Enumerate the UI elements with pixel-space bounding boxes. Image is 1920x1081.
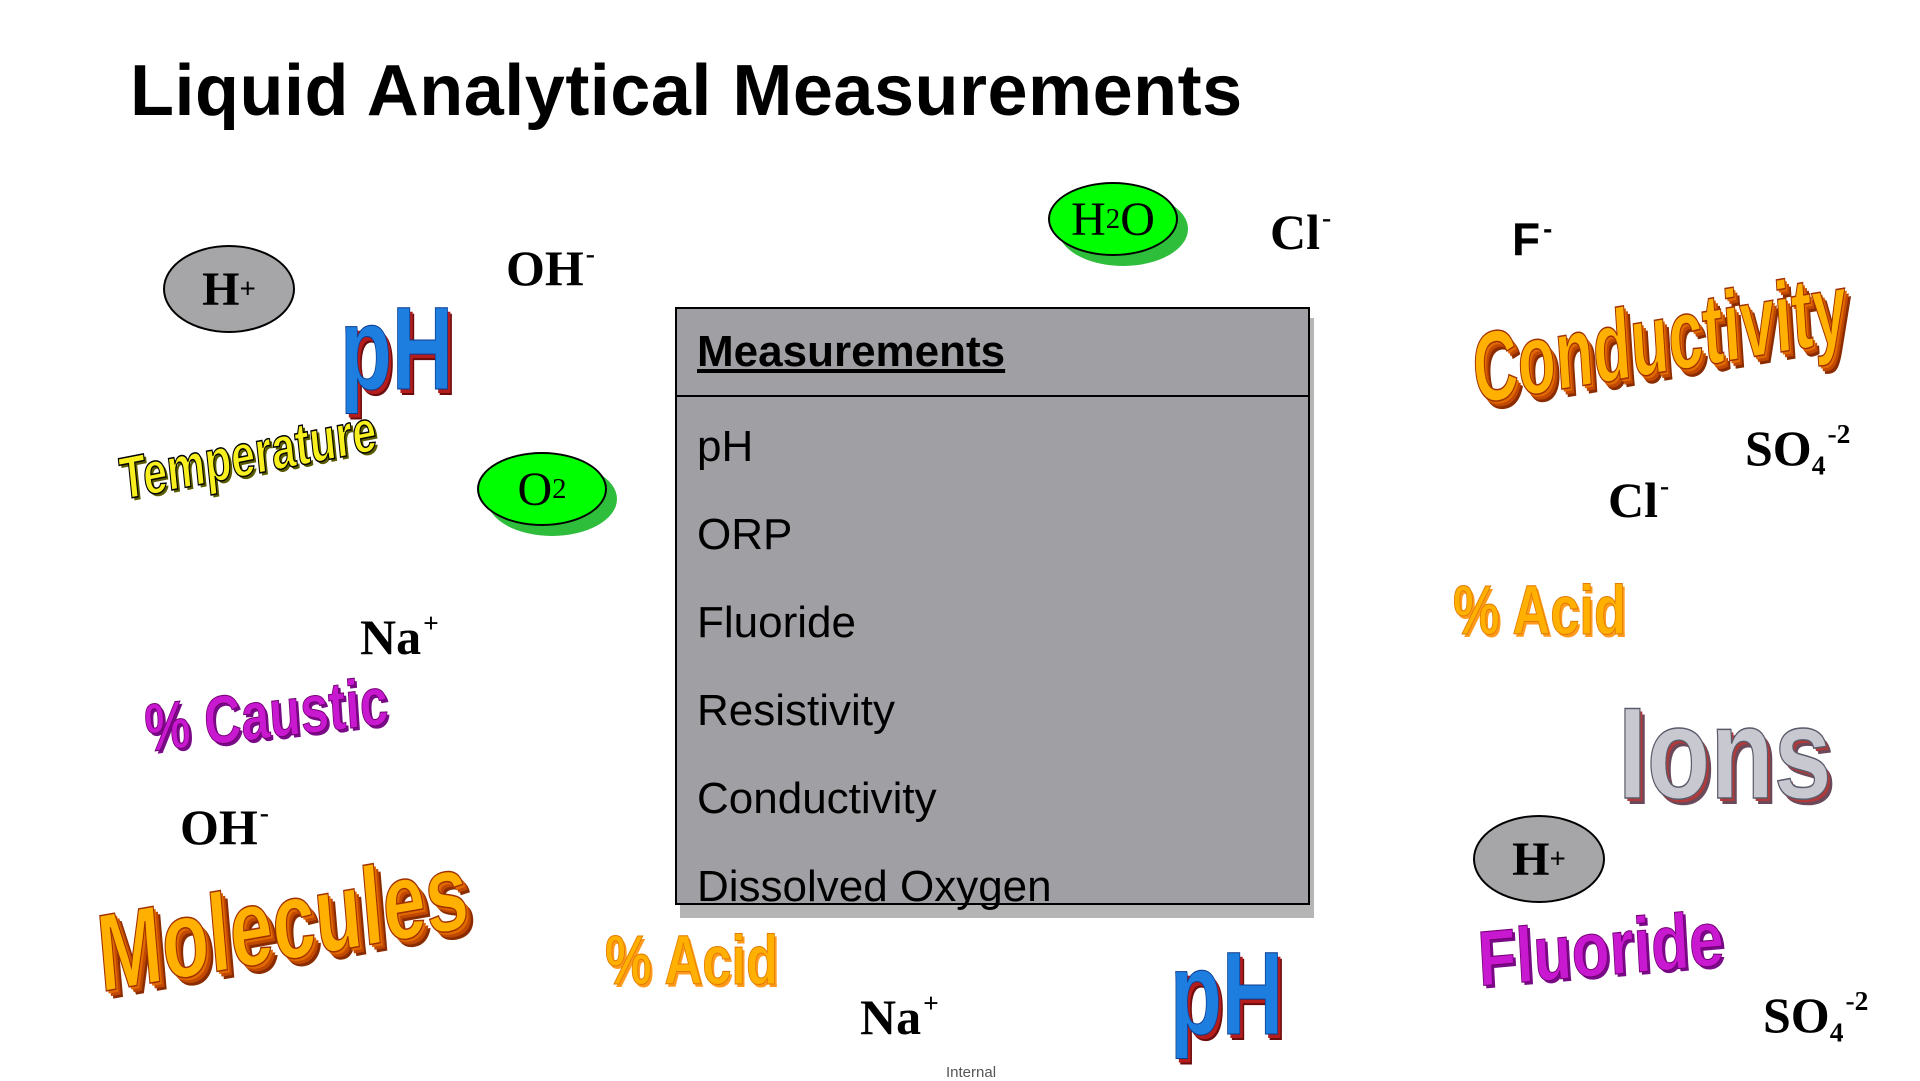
wordart-fluoride: Fluoride bbox=[1475, 893, 1726, 1003]
panel-header-label: Measurements bbox=[697, 327, 1006, 376]
oh-minus-1: OH- bbox=[506, 238, 595, 296]
panel-header: Measurements bbox=[677, 309, 1308, 397]
h2o-o: O bbox=[1120, 192, 1155, 246]
wordart-ph-1: pH bbox=[340, 283, 454, 415]
o2-o: O bbox=[517, 462, 553, 516]
so4-1: SO4-2 bbox=[1745, 418, 1851, 481]
na-plus-1: Na+ bbox=[360, 607, 439, 665]
cl-minus-2: Cl- bbox=[1608, 470, 1670, 528]
slide-title: Liquid Analytical Measurements bbox=[130, 51, 1243, 131]
na-plus-2: Na+ bbox=[860, 987, 939, 1045]
h-plus-oval: H + bbox=[163, 245, 295, 333]
measurement-list: pH ORP Fluoride Resistivity Conductivity… bbox=[677, 397, 1308, 931]
h-plus-base-2: H bbox=[1512, 832, 1550, 886]
h-plus-base: H bbox=[202, 262, 240, 316]
h2o-h: H bbox=[1071, 192, 1106, 246]
list-item: Resistivity bbox=[697, 686, 896, 735]
footer-label: Internal bbox=[946, 1064, 997, 1081]
list-item: Fluoride bbox=[697, 598, 856, 647]
cl-minus-1: Cl- bbox=[1270, 202, 1332, 260]
f-minus: F- bbox=[1512, 213, 1553, 265]
oh-minus-2: OH- bbox=[180, 797, 269, 855]
list-item: Conductivity bbox=[697, 774, 937, 823]
list-item: Dissolved Oxygen bbox=[697, 862, 1052, 911]
wordart-conductivity: Conductivity bbox=[1469, 250, 1851, 426]
measurements-panel: Measurements pH ORP Fluoride Resistivity… bbox=[675, 307, 1310, 911]
so4-2: SO4-2 bbox=[1763, 985, 1869, 1048]
list-item: pH bbox=[697, 422, 754, 471]
wordart-molecules: Molecules bbox=[92, 828, 473, 1016]
wordart-caustic: % Caustic bbox=[142, 662, 391, 767]
wordart-ions: Ions bbox=[1617, 680, 1832, 826]
wordart-temperature: Temperature bbox=[116, 396, 380, 514]
wordart-acid-2: % Acid bbox=[1453, 571, 1627, 649]
h-plus-oval-2: H + bbox=[1473, 815, 1605, 903]
wordart-ph-2: pH bbox=[1170, 928, 1284, 1060]
list-item: ORP bbox=[697, 510, 793, 559]
wordart-acid-1: % Acid bbox=[605, 921, 779, 999]
